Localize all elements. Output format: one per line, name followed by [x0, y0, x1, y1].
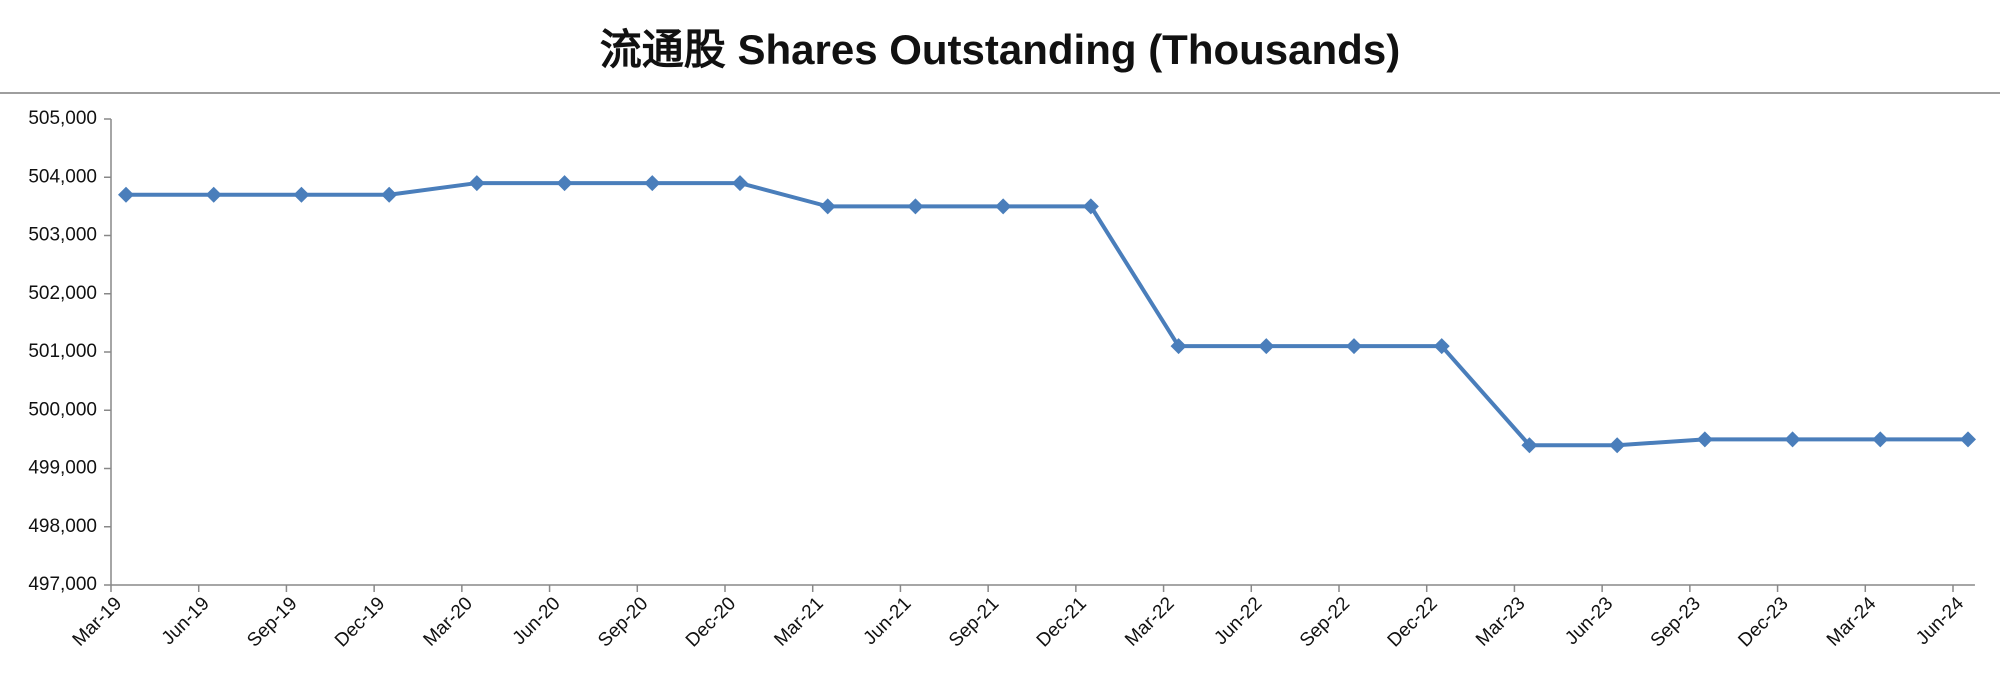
y-tick-label: 498,000 — [28, 516, 97, 537]
y-tick-label: 499,000 — [28, 458, 97, 479]
series-line — [126, 181, 1968, 448]
point-marker — [1258, 338, 1275, 355]
x-tick-label: Dec-19 — [331, 593, 389, 651]
x-tick-label: Dec-23 — [1734, 593, 1792, 651]
x-tick-label: Sep-22 — [1296, 593, 1354, 651]
x-tick-label: Jun-19 — [158, 593, 214, 649]
y-tick-label: 501,000 — [28, 341, 97, 362]
point-marker — [1082, 198, 1099, 215]
point-marker — [819, 198, 836, 215]
y-tick-label: 500,000 — [28, 399, 97, 420]
x-tick-label: Dec-21 — [1033, 593, 1091, 651]
point-marker — [1696, 431, 1713, 448]
point-marker — [995, 198, 1012, 215]
point-marker — [1346, 338, 1362, 355]
x-tick-label: Jun-21 — [860, 593, 916, 649]
point-marker — [118, 186, 134, 203]
y-tick-label: 504,000 — [28, 166, 97, 187]
x-tick-label: Dec-22 — [1384, 593, 1442, 651]
x-tick-label: Mar-20 — [420, 593, 477, 650]
point-marker — [1433, 338, 1450, 355]
point-marker — [1609, 437, 1626, 454]
point-marker — [293, 186, 310, 203]
point-marker — [1960, 431, 1976, 448]
y-tick-label: 503,000 — [28, 225, 97, 246]
y-tick-label: 497,000 — [28, 574, 97, 595]
x-tick-label: Mar-24 — [1823, 593, 1881, 651]
point-marker — [205, 186, 222, 203]
point-marker — [468, 175, 485, 192]
x-tick-label: Jun-23 — [1561, 593, 1617, 649]
point-marker — [732, 175, 748, 192]
x-tick-label: Sep-23 — [1647, 593, 1705, 651]
point-marker — [381, 186, 398, 203]
chart-title: 流通股 Shares Outstanding (Thousands) — [600, 26, 1400, 73]
x-tick-label: Sep-21 — [945, 593, 1003, 651]
x-tick-label: Sep-20 — [594, 593, 652, 651]
point-marker — [556, 175, 573, 192]
point-marker — [1784, 431, 1801, 448]
point-marker — [644, 175, 661, 192]
y-tick-label: 502,000 — [28, 283, 97, 304]
x-tick-label: Jun-20 — [509, 593, 565, 649]
x-tick-label: Sep-19 — [243, 593, 301, 651]
x-tick-label: Mar-19 — [69, 593, 126, 650]
x-tick-label: Mar-23 — [1472, 593, 1529, 650]
y-tick-label: 505,000 — [28, 108, 97, 129]
x-tick-label: Mar-22 — [1121, 593, 1178, 650]
x-tick-label: Mar-21 — [770, 593, 827, 650]
point-marker — [907, 198, 924, 215]
x-tick-label: Dec-20 — [682, 593, 740, 651]
x-tick-label: Jun-22 — [1210, 593, 1266, 649]
point-marker — [1872, 431, 1889, 448]
x-tick-label: Jun-24 — [1912, 593, 1968, 649]
point-marker — [1170, 338, 1187, 355]
point-marker — [1521, 437, 1538, 454]
